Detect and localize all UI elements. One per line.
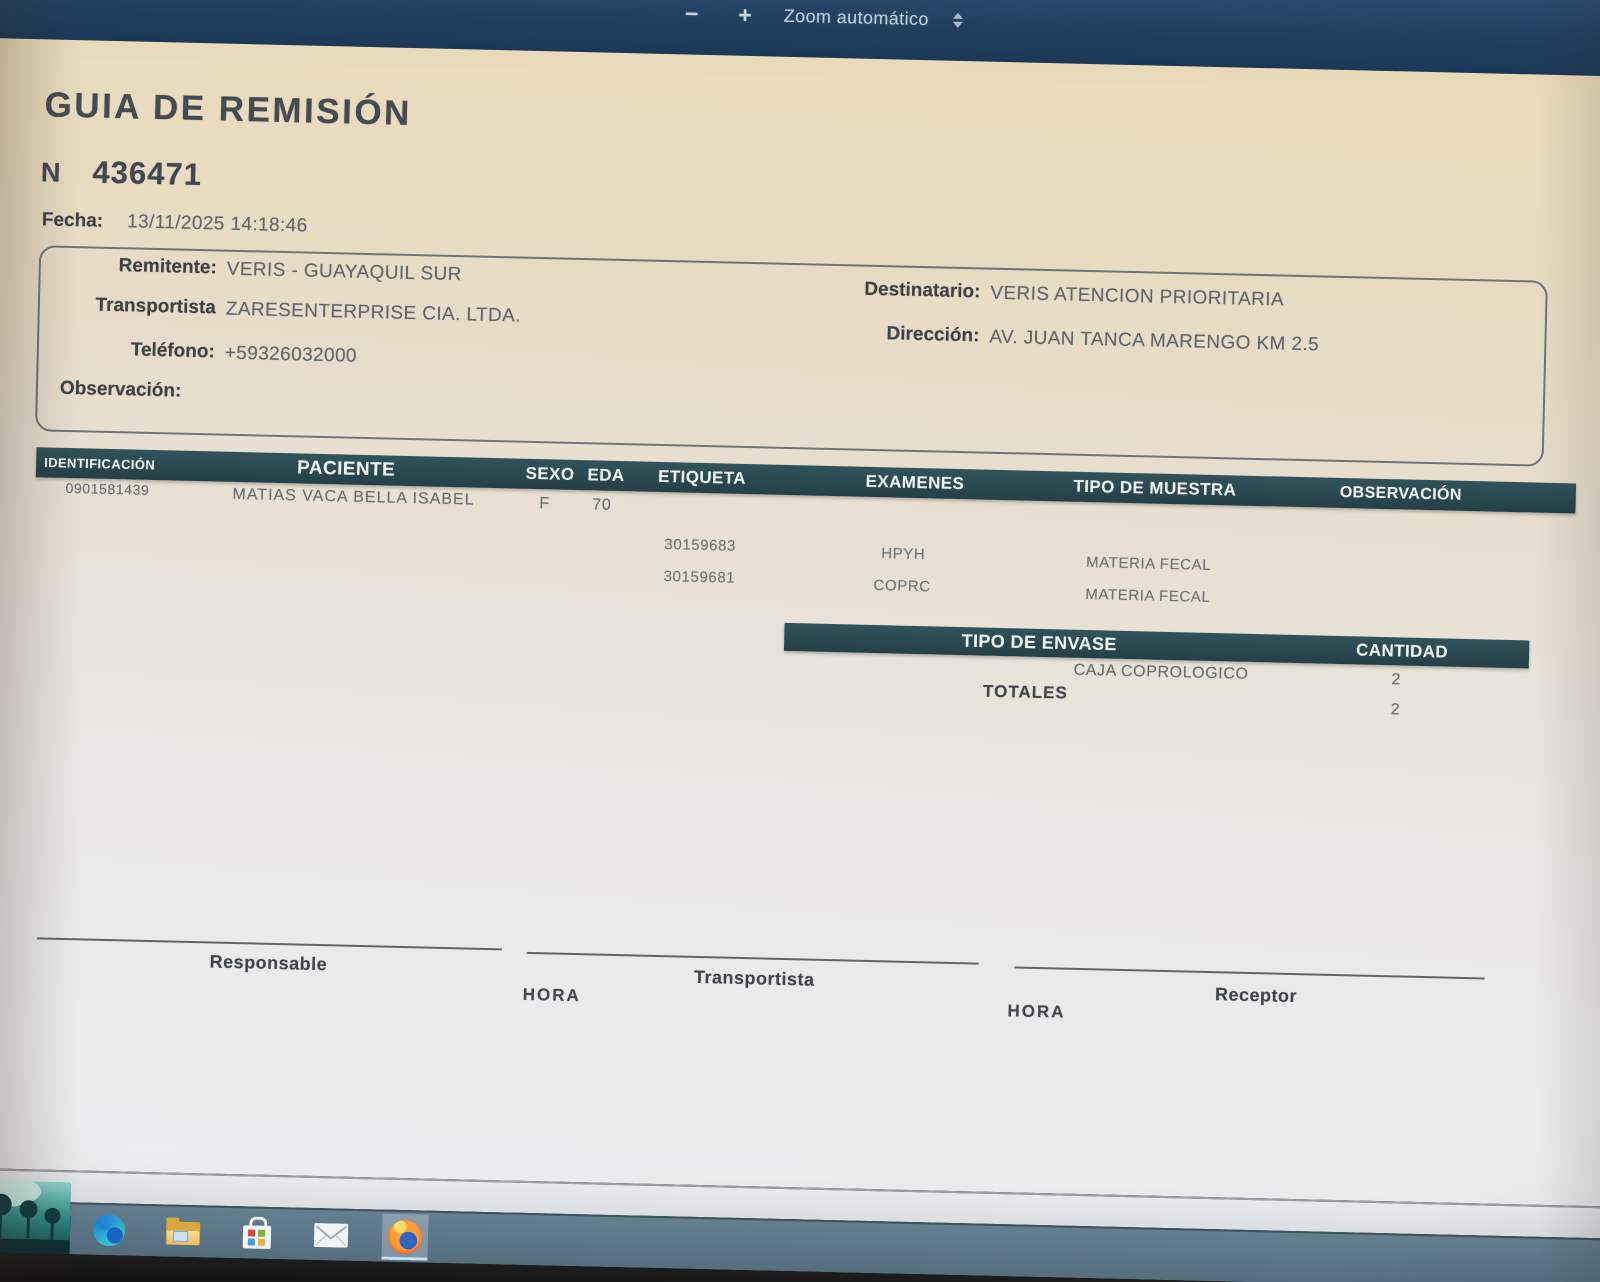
- detail-tipo-muestra: MATERIA FECAL: [1085, 553, 1212, 574]
- telefono-value: +59326032000: [224, 342, 358, 367]
- hora-left-label: HORA: [522, 984, 582, 1006]
- telefono-label: Teléfono:: [130, 339, 216, 363]
- envase-header-band: TIPO DE ENVASE CANTIDAD: [783, 622, 1530, 669]
- signature-line-receptor: [1014, 966, 1485, 980]
- wallpaper-art: [0, 1179, 72, 1255]
- fecha-label: Fecha:: [41, 209, 104, 232]
- envase-tipo: CAJA COPROLOGICO: [1073, 661, 1249, 683]
- direccion-label: Dirección:: [886, 323, 980, 347]
- fecha-value: 13/11/2025 14:18:46: [126, 211, 308, 237]
- zoom-out-button[interactable]: −: [677, 0, 707, 28]
- taskbar-icon-file-explorer[interactable]: [160, 1208, 207, 1255]
- document-number-value: 436471: [92, 154, 203, 193]
- edge-icon: [92, 1213, 126, 1247]
- header-identificacion: IDENTIFICACIÓN: [44, 454, 156, 473]
- microsoft-store-icon: [242, 1225, 272, 1249]
- parties-box: Remitente: VERIS - GUAYAQUIL SUR Transpo…: [34, 245, 1548, 467]
- taskbar: [69, 1202, 1600, 1282]
- totales-label: TOTALES: [982, 681, 1069, 703]
- taskbar-icon-microsoft-store[interactable]: [234, 1210, 281, 1257]
- patient-eda: 70: [592, 496, 612, 514]
- patient-identificacion: 0901581439: [65, 479, 150, 498]
- document-number-prefix: N: [40, 157, 61, 188]
- totales-cantidad: 2: [1390, 701, 1401, 719]
- document-number: N 436471: [41, 153, 203, 193]
- taskbar-icon-edge[interactable]: [86, 1207, 133, 1254]
- remitente-value: VERIS - GUAYAQUIL SUR: [226, 258, 463, 286]
- zoom-controls: − + Zoom automático: [677, 0, 963, 34]
- header-eda: EDA: [587, 465, 625, 486]
- signature-receptor-label: Receptor: [1214, 984, 1298, 1007]
- envase-cantidad: 2: [1391, 671, 1402, 689]
- detail-etiqueta: 30159683: [664, 536, 737, 555]
- zoom-select[interactable]: Zoom automático: [784, 6, 964, 31]
- header-tipo-muestra: TIPO DE MUESTRA: [1073, 476, 1237, 500]
- signature-line-responsable: [36, 937, 502, 951]
- hora-right-label: HORA: [1007, 1001, 1066, 1022]
- page-title: GUIA DE REMISIÓN: [44, 85, 413, 133]
- desktop-wallpaper: [0, 1179, 72, 1255]
- header-etiqueta: ETIQUETA: [657, 466, 747, 488]
- transportista-label: Transportista: [95, 294, 217, 319]
- detail-examen: HPYH: [881, 545, 926, 564]
- zoom-in-button[interactable]: +: [730, 1, 760, 29]
- observacion-label: Observación:: [59, 377, 182, 402]
- firefox-icon: [387, 1219, 423, 1255]
- document-page: GUIA DE REMISIÓN N 436471 Fecha: 13/11/2…: [0, 37, 1600, 1207]
- transportista-value: ZARESENTERPRISE CIA. LTDA.: [225, 298, 522, 327]
- signature-responsable-label: Responsable: [209, 951, 328, 975]
- destinatario-value: VERIS ATENCION PRIORITARIA: [990, 282, 1285, 311]
- remitente-label: Remitente:: [118, 255, 218, 279]
- zoom-select-arrows-icon: [952, 12, 963, 28]
- mail-icon: [313, 1223, 349, 1248]
- zoom-select-value: Zoom automático: [783, 5, 930, 30]
- detail-tipo-muestra: MATERIA FECAL: [1085, 585, 1211, 606]
- file-explorer-icon: [165, 1219, 201, 1246]
- detail-examen: COPRC: [873, 576, 931, 596]
- header-tipo-envase: TIPO DE ENVASE: [961, 630, 1118, 655]
- header-cantidad: CANTIDAD: [1355, 640, 1449, 662]
- taskbar-icon-mail[interactable]: [308, 1212, 355, 1259]
- header-observacion: OBSERVACIÓN: [1339, 483, 1463, 504]
- signature-line-transportista: [526, 951, 979, 965]
- patient-nombre: MATIAS VACA BELLA ISABEL: [232, 485, 475, 509]
- signature-transportista-label: Transportista: [693, 966, 815, 990]
- detail-etiqueta: 30159681: [663, 568, 736, 587]
- header-examenes: EXAMENES: [865, 471, 965, 494]
- direccion-value: AV. JUAN TANCA MARENGO KM 2.5: [989, 326, 1320, 356]
- header-paciente: PACIENTE: [296, 457, 396, 481]
- destinatario-label: Destinatario:: [864, 278, 981, 303]
- header-sexo: SEXO: [525, 463, 575, 484]
- patient-sexo: F: [539, 495, 550, 513]
- fecha-row: Fecha: 13/11/2025 14:18:46: [42, 209, 308, 237]
- taskbar-icon-firefox[interactable]: [381, 1213, 429, 1261]
